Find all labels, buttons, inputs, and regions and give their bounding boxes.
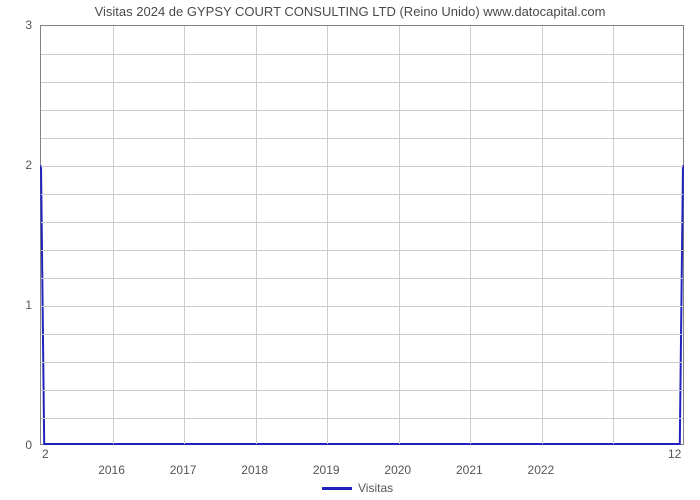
legend: Visitas — [322, 481, 393, 495]
gridline-v — [256, 26, 257, 444]
x-tick-label: 2020 — [384, 463, 411, 477]
gridline-h — [41, 222, 683, 223]
gridline-h — [41, 54, 683, 55]
x-tick-label: 2022 — [528, 463, 555, 477]
axis-corner-right: 12 — [668, 447, 681, 461]
gridline-v — [113, 26, 114, 444]
x-tick-label: 2021 — [456, 463, 483, 477]
gridline-h — [41, 82, 683, 83]
gridline-h — [41, 166, 683, 167]
gridline-h — [41, 110, 683, 111]
series-line — [41, 165, 683, 444]
gridline-h — [41, 334, 683, 335]
gridline-v — [542, 26, 543, 444]
gridline-v — [399, 26, 400, 444]
gridline-h — [41, 306, 683, 307]
axis-corner-left: 2 — [42, 447, 49, 461]
gridline-v — [327, 26, 328, 444]
plot-area — [40, 25, 684, 445]
y-tick-label: 1 — [0, 298, 32, 312]
x-tick-label: 2019 — [313, 463, 340, 477]
gridline-v — [184, 26, 185, 444]
gridline-v — [470, 26, 471, 444]
chart-title: Visitas 2024 de GYPSY COURT CONSULTING L… — [0, 4, 700, 19]
gridline-h — [41, 390, 683, 391]
gridline-v — [613, 26, 614, 444]
x-tick-label: 2018 — [241, 463, 268, 477]
gridline-h — [41, 250, 683, 251]
gridline-h — [41, 418, 683, 419]
chart-container: Visitas 2024 de GYPSY COURT CONSULTING L… — [0, 0, 700, 500]
x-tick-label: 2017 — [170, 463, 197, 477]
legend-line-icon — [322, 487, 352, 490]
gridline-h — [41, 278, 683, 279]
y-tick-label: 2 — [0, 158, 32, 172]
y-tick-label: 3 — [0, 18, 32, 32]
gridline-h — [41, 362, 683, 363]
x-tick-label: 2016 — [98, 463, 125, 477]
y-tick-label: 0 — [0, 438, 32, 452]
legend-label: Visitas — [358, 481, 393, 495]
data-line — [41, 26, 683, 444]
gridline-h — [41, 138, 683, 139]
gridline-h — [41, 194, 683, 195]
